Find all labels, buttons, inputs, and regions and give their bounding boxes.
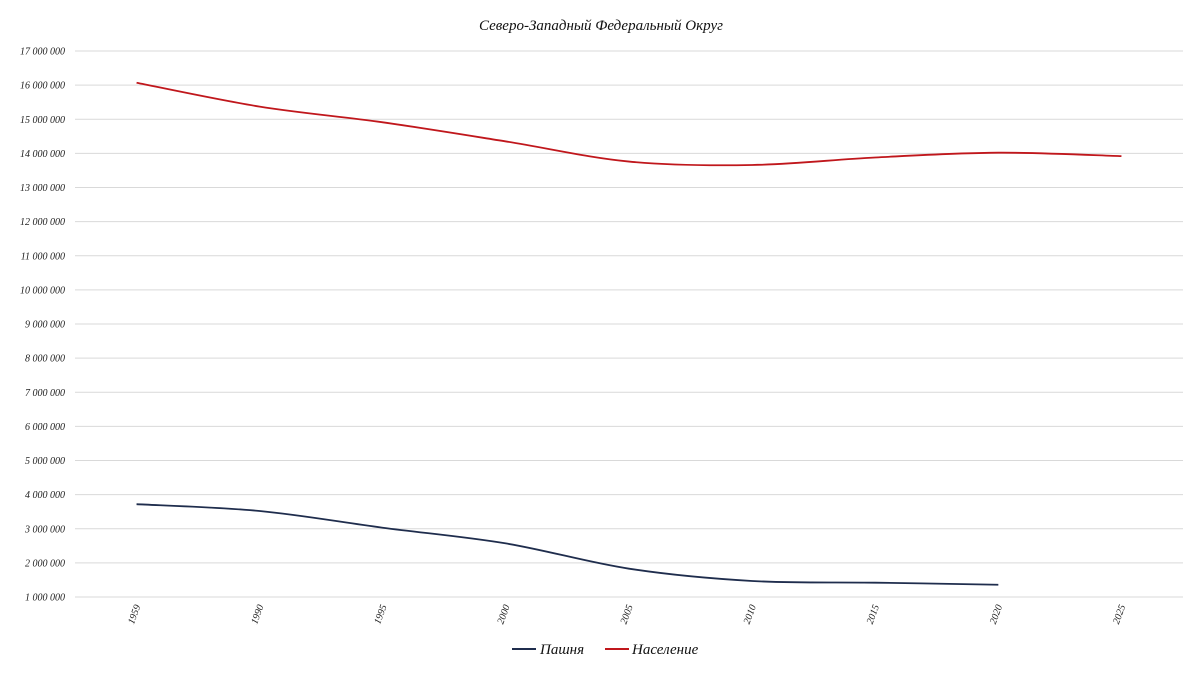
legend: Пашня Население: [512, 642, 699, 658]
x-tick-label: 2025: [1111, 603, 1128, 626]
legend-label-naselenie: Население: [631, 642, 699, 658]
y-tick-label: 7 000 000: [25, 388, 65, 399]
series-line-0: [136, 503, 999, 586]
y-tick-label: 3 000 000: [24, 524, 65, 535]
x-tick-label: 2010: [742, 603, 759, 626]
x-tick-label: 1995: [372, 603, 389, 626]
x-tick-label: 1990: [249, 603, 266, 626]
y-tick-label: 15 000 000: [20, 115, 65, 126]
legend-label-pashnya: Пашня: [539, 642, 584, 658]
y-tick-label: 10 000 000: [20, 285, 65, 296]
x-axis-tick-labels: 1959 1990 1995 2000 2005 2010 2015 2020 2025: [126, 603, 1128, 626]
x-tick-label: 2020: [988, 603, 1005, 626]
y-tick-label: 1 000 000: [25, 593, 65, 604]
series-lines: [136, 81, 1122, 586]
y-tick-label: 5 000 000: [25, 456, 65, 467]
x-tick-label: 1959: [126, 603, 143, 626]
y-tick-label: 2 000 000: [25, 558, 65, 569]
y-tick-label: 17 000 000: [20, 47, 65, 58]
y-axis-tick-labels: 1 000 000 2 000 000 3 000 000 4 000 000 5 00…: [20, 47, 65, 604]
y-tick-label: 12 000 000: [20, 217, 65, 228]
y-tick-label: 14 000 000: [20, 149, 65, 160]
y-tick-label: 9 000 000: [25, 320, 65, 331]
y-tick-label: 6 000 000: [25, 422, 65, 433]
series-line-1: [136, 81, 1122, 167]
x-tick-label: 2005: [619, 603, 636, 626]
y-tick-label: 16 000 000: [20, 81, 65, 92]
y-tick-label: 8 000 000: [25, 354, 65, 365]
chart-title: Северо-Западный Федеральный Округ: [479, 18, 723, 34]
x-tick-label: 2015: [865, 603, 882, 626]
x-tick-label: 2000: [496, 603, 513, 626]
gridlines: [75, 50, 1183, 598]
y-tick-label: 4 000 000: [25, 490, 65, 501]
y-tick-label: 11 000 000: [21, 251, 65, 262]
y-tick-label: 13 000 000: [20, 183, 65, 194]
